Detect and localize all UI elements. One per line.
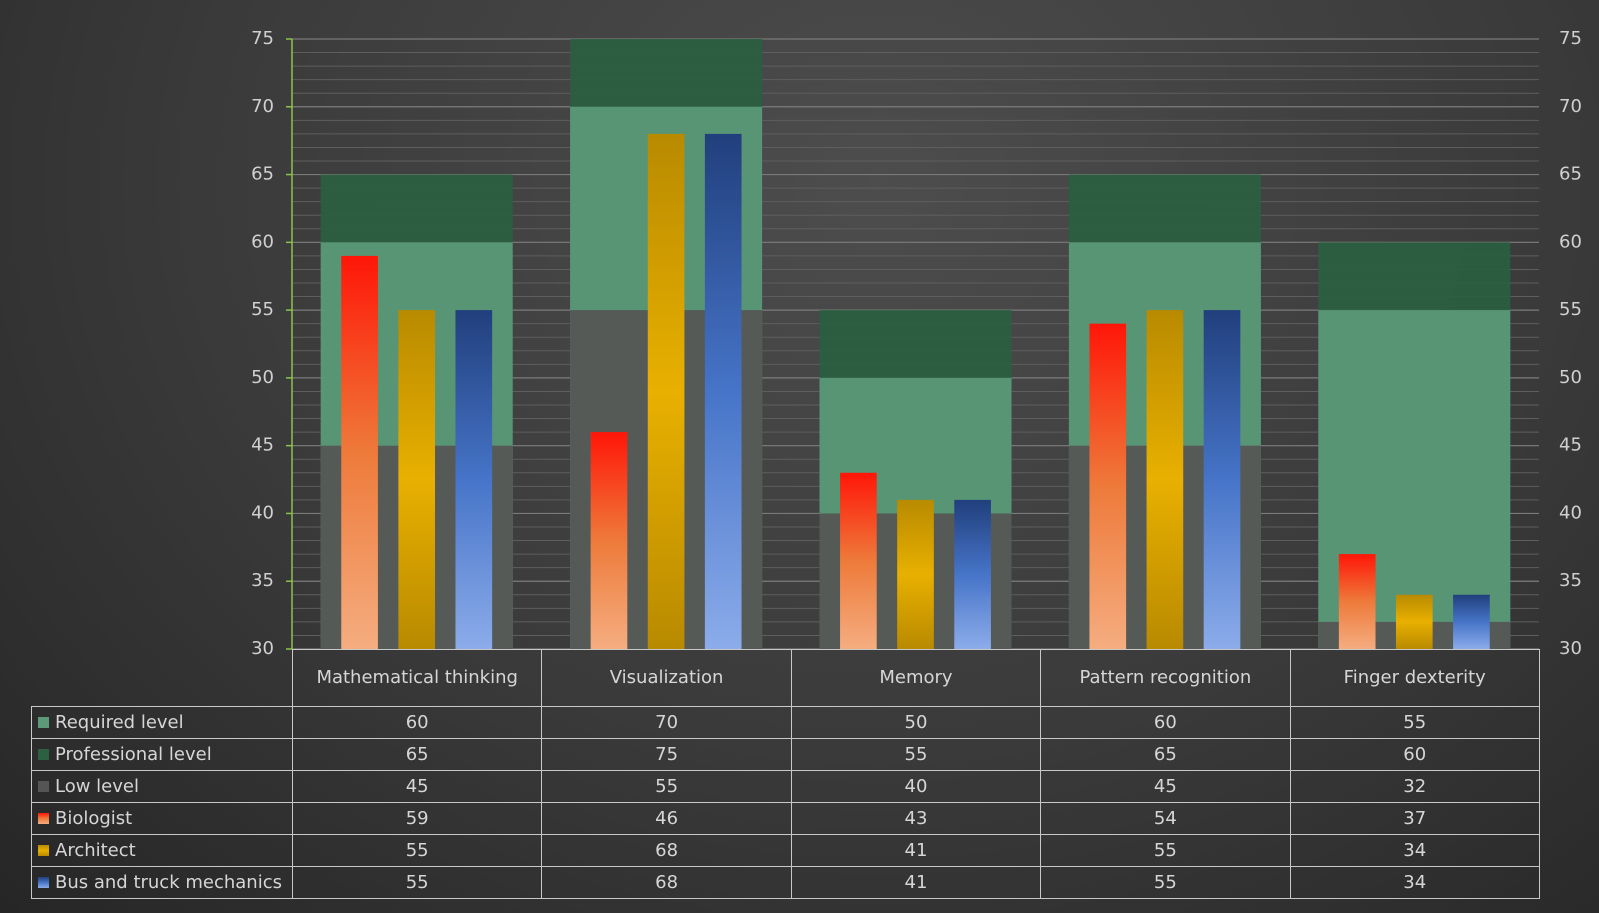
legend-label: Low level (55, 776, 139, 797)
bar (398, 310, 436, 649)
bar (1146, 310, 1184, 649)
bar (840, 472, 877, 649)
bar (590, 432, 628, 649)
legend-label: Architect (55, 840, 136, 861)
y2-tick-label: 50 (1559, 367, 1582, 388)
table-value: 37 (1289, 802, 1540, 835)
bar (897, 499, 934, 649)
table-value: 55 (541, 770, 792, 803)
category-label: Memory (790, 649, 1042, 707)
y2-tick-label: 40 (1559, 502, 1582, 523)
legend-swatch (38, 813, 49, 824)
data-table: Mathematical thinking Visualization Memory… (31, 649, 1540, 899)
legend-swatch (38, 781, 49, 792)
table-value: 46 (541, 802, 792, 835)
table-value: 45 (1040, 770, 1291, 803)
bar (1338, 554, 1376, 649)
table-value: 54 (1040, 802, 1291, 835)
bar (1453, 594, 1490, 649)
legend-cell: Required level (31, 706, 293, 739)
y2-tick-label: 30 (1559, 638, 1582, 659)
table-row: Low level 45 55 40 45 32 (31, 770, 1540, 803)
bar (1089, 323, 1127, 649)
legend-cell: Professional level (31, 738, 293, 771)
category-label: Visualization (541, 649, 792, 707)
bar (647, 133, 685, 649)
y-tick-label: 40 (251, 502, 274, 523)
table-value: 65 (1040, 738, 1291, 771)
table-value: 68 (541, 866, 792, 899)
y2-tick-label: 65 (1559, 164, 1582, 185)
table-value: 34 (1289, 834, 1540, 867)
category-label: Mathematical thinking (291, 649, 543, 707)
table-value: 45 (291, 770, 543, 803)
table-value: 75 (541, 738, 792, 771)
legend-cell: Low level (31, 770, 293, 803)
table-row: Professional level 65 75 55 65 60 (31, 738, 1540, 771)
table-value: 55 (1040, 834, 1291, 867)
bar (954, 499, 991, 649)
legend-swatch (38, 749, 49, 760)
legend-label: Bus and truck mechanics (55, 872, 282, 893)
y-tick-label: 55 (251, 299, 274, 320)
table-value: 70 (541, 706, 792, 739)
legend-label: Biologist (55, 808, 133, 829)
table-value: 60 (1289, 738, 1540, 771)
table-row: Architect 55 68 41 55 34 (31, 834, 1540, 867)
table-value: 50 (790, 706, 1042, 739)
y2-tick-label: 55 (1559, 299, 1582, 320)
table-row: Required level 60 70 50 60 55 (31, 706, 1540, 739)
legend-swatch (38, 845, 49, 856)
y-tick-label: 75 (251, 28, 274, 49)
table-value: 59 (291, 802, 543, 835)
bar (704, 133, 742, 649)
table-value: 41 (790, 834, 1042, 867)
y-tick-label: 45 (251, 435, 274, 456)
table-row: Bus and truck mechanics 55 68 41 55 34 (31, 866, 1540, 899)
category-label: Pattern recognition (1040, 649, 1291, 707)
table-value: 55 (790, 738, 1042, 771)
table-value: 60 (1040, 706, 1291, 739)
legend-cell: Bus and truck mechanics (31, 866, 293, 899)
table-value: 43 (790, 802, 1042, 835)
y2-tick-label: 45 (1559, 435, 1582, 456)
legend-cell: Architect (31, 834, 293, 867)
table-corner (31, 649, 293, 707)
legend-swatch (38, 717, 49, 728)
y-tick-label: 35 (251, 570, 274, 591)
y2-tick-label: 75 (1559, 28, 1582, 49)
bar (455, 310, 493, 649)
y2-tick-label: 70 (1559, 96, 1582, 117)
table-value: 55 (291, 866, 543, 899)
table-value: 55 (291, 834, 543, 867)
category-label: Finger dexterity (1289, 649, 1540, 707)
table-value: 40 (790, 770, 1042, 803)
bar (1395, 594, 1433, 649)
table-value: 60 (291, 706, 543, 739)
y2-tick-label: 60 (1559, 231, 1582, 252)
y-tick-label: 60 (251, 231, 274, 252)
table-header-row: Mathematical thinking Visualization Memory… (31, 649, 1540, 707)
table-value: 55 (1289, 706, 1540, 739)
table-value: 68 (541, 834, 792, 867)
table-row: Biologist 59 46 43 54 37 (31, 802, 1540, 835)
legend-swatch (38, 877, 49, 888)
table-value: 65 (291, 738, 543, 771)
legend-cell: Biologist (31, 802, 293, 835)
legend-label: Professional level (55, 744, 212, 765)
bar (341, 255, 378, 649)
y-tick-label: 65 (251, 164, 274, 185)
y-tick-label: 50 (251, 367, 274, 388)
table-value: 34 (1289, 866, 1540, 899)
table-value: 41 (790, 866, 1042, 899)
y-tick-label: 70 (251, 96, 274, 117)
table-value: 55 (1040, 866, 1291, 899)
table-value: 32 (1289, 770, 1540, 803)
legend-label: Required level (55, 712, 184, 733)
y2-tick-label: 35 (1559, 570, 1582, 591)
bar (1203, 310, 1241, 649)
